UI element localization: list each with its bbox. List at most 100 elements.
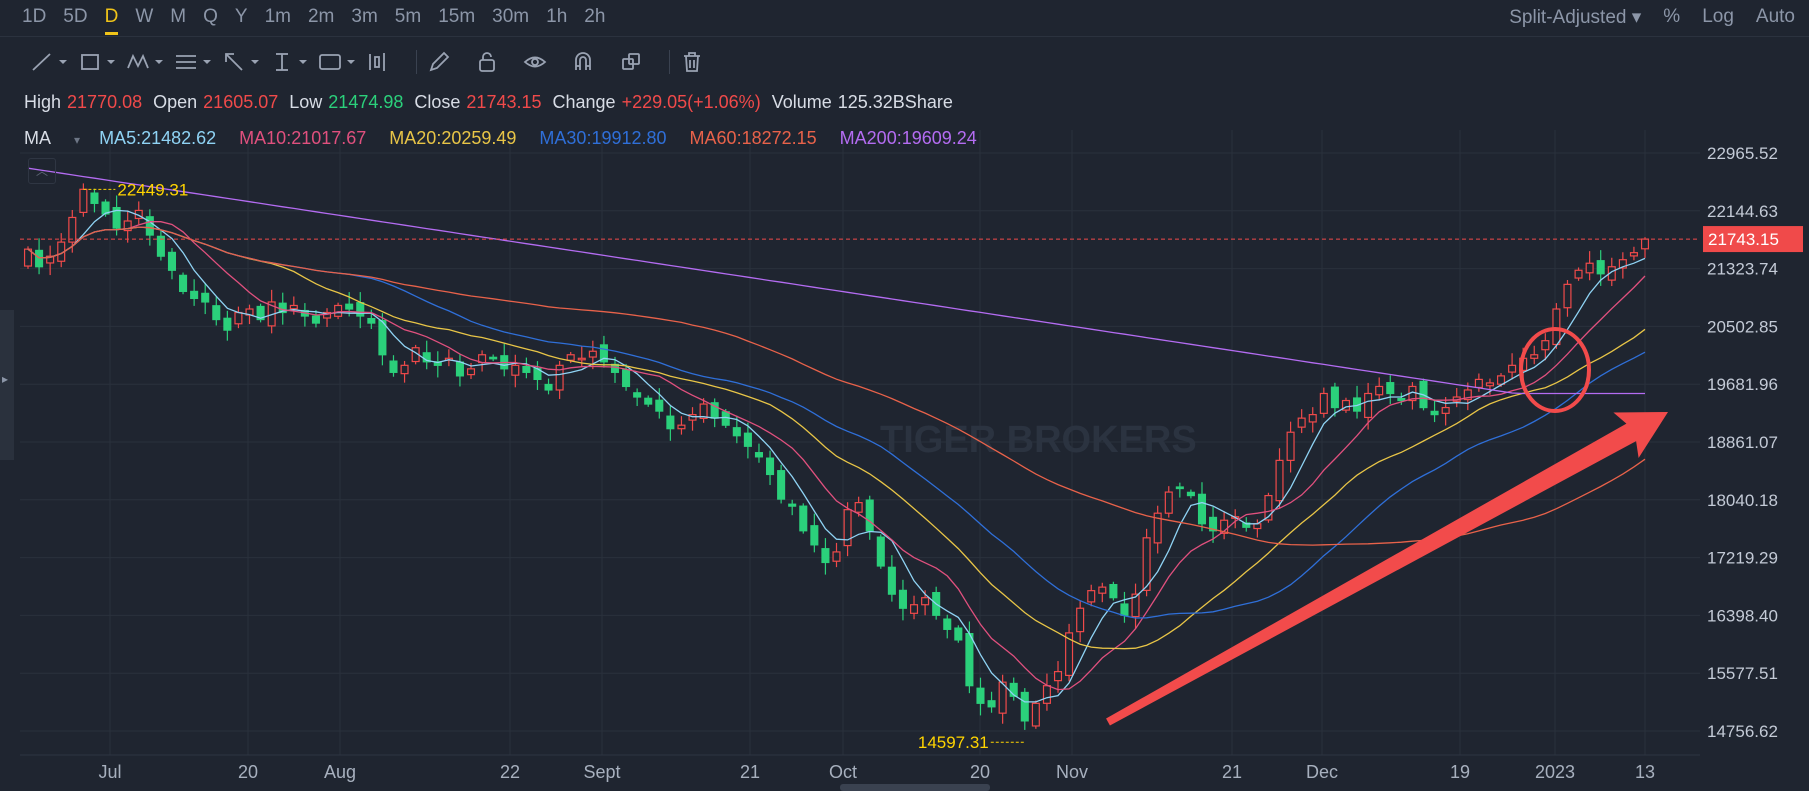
last-price-tag [1703,226,1803,253]
candle-body [777,470,786,500]
x-tick-label: 2023 [1535,762,1575,782]
candle-body [909,604,919,614]
x-tick-label: 19 [1450,762,1470,782]
interval-selector: 1D 5D D W M Q Y 1m 2m 3m 5m 15m 30m 1h 2h [22,6,622,35]
arrow-tool[interactable] [222,47,270,77]
candle-body [655,399,664,412]
arrow-icon [225,53,259,71]
magnet-tool[interactable] [571,47,619,77]
candle-body [167,251,177,271]
candle-body [1563,283,1572,309]
interval-1d[interactable]: 1D [22,6,47,27]
side-panel-handle[interactable] [0,310,14,460]
trash-icon [684,52,700,72]
candle-body [223,317,232,331]
auto-toggle[interactable]: Auto [1755,6,1795,27]
interval-5d[interactable]: 5D [63,6,88,27]
lock-tool[interactable] [475,47,523,77]
interval-30m[interactable]: 30m [492,6,530,27]
clone-tool[interactable] [619,47,667,77]
candle-body [1109,583,1118,599]
interval-1m[interactable]: 1m [264,6,291,27]
close-label: Close [414,92,461,112]
ma10-value: MA10:21017.67 [239,128,367,148]
fibonacci-tool[interactable] [174,47,222,77]
candle-body [1508,364,1517,373]
line-icon [32,53,67,71]
candle-body [1430,410,1439,416]
candle-body [323,311,332,319]
interval-d[interactable]: D [104,6,119,35]
candle-body [1574,269,1583,279]
candle-body [190,290,199,300]
candle-body [1065,632,1074,677]
candle-body [334,304,343,317]
interval-m[interactable]: M [170,6,187,27]
candle-body [345,303,354,310]
candle-body [865,499,874,532]
candle-body [1076,607,1085,633]
interval-2h[interactable]: 2h [584,6,606,27]
candle-body [212,305,221,321]
interval-15m[interactable]: 15m [438,6,476,27]
interval-1h[interactable]: 1h [546,6,568,27]
delete-tool[interactable] [680,47,728,77]
split-adjusted-dropdown[interactable]: Split-Adjusted ▾ [1487,6,1641,29]
candle-body [633,392,642,398]
ma-indicator-toggle[interactable]: MA ▾ [24,128,80,148]
candle-body [79,188,88,213]
candle-body [1607,266,1616,281]
x-tick-label: Sept [583,762,620,782]
rectangle-tool[interactable] [78,47,126,77]
candle-body [1463,389,1472,401]
close-value: 21743.15 [466,92,542,112]
visibility-tool[interactable] [523,47,571,77]
ma60-value: MA60:18272.15 [689,128,817,148]
candle-body [821,548,830,564]
candle-body [754,452,764,458]
candle-body [433,361,442,366]
interval-5m[interactable]: 5m [394,6,422,27]
candle-body [1541,340,1550,351]
x-tick-label: 20 [970,762,990,782]
candle-body [677,424,686,430]
ma30-value: MA30:19912.80 [539,128,667,148]
candle-body [1441,406,1450,414]
rectangle-icon [81,54,115,70]
ma5-line [27,209,1646,703]
interval-3m[interactable]: 3m [351,6,378,27]
log-toggle[interactable]: Log [1702,6,1734,27]
candle-body [489,356,498,360]
candle-body [699,403,708,420]
time-scrollbar[interactable] [840,784,990,791]
candle-body [1375,385,1384,396]
interval-y[interactable]: Y [234,6,248,27]
brush-tool[interactable] [427,47,475,77]
pattern-tool[interactable] [126,47,174,77]
candle-body [1175,486,1184,490]
line-tool[interactable] [30,47,78,77]
interval-2m[interactable]: 2m [307,6,335,27]
ma20-value: MA20:20259.49 [389,128,517,148]
drawing-toolbar [30,44,728,80]
candle-body [954,627,963,641]
interval-w[interactable]: W [135,6,154,27]
candle-body [644,397,653,405]
x-tick-label: Jul [98,762,121,782]
text-tool[interactable] [318,47,366,77]
x-tick-label: Oct [829,762,857,782]
percent-toggle[interactable]: % [1663,6,1681,27]
candle-body [898,589,907,609]
x-tick-label: 21 [1222,762,1242,782]
collapse-legend-button[interactable]: ︿ [28,158,56,184]
change-label: Change [552,92,616,112]
interval-q[interactable]: Q [203,6,218,27]
candle-body [1020,691,1029,722]
candle-body [1264,494,1273,521]
ma10-line [27,221,1646,691]
candle-body [843,509,852,547]
indicator-tool[interactable] [366,47,414,77]
y-tick-label: 22965.52 [1707,144,1778,163]
measure-tool[interactable] [270,47,318,77]
y-tick-label: 16398.40 [1707,606,1778,625]
